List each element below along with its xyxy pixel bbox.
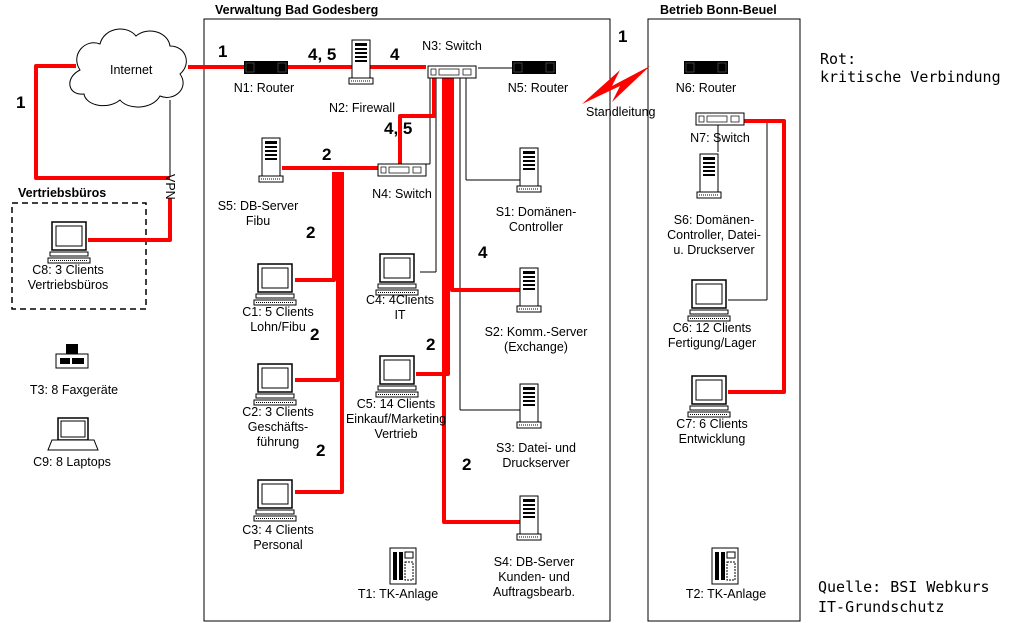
switch-icon [427, 65, 477, 79]
node-label-c5: Einkauf/Marketing [346, 412, 446, 426]
link-number: 2 [322, 145, 331, 164]
client-pc-icon [253, 263, 297, 306]
link-number: 4, 5 [308, 45, 336, 64]
node-label-s4: Auftragsbearb. [493, 585, 575, 599]
node-label-s4: S4: DB-Server [494, 555, 575, 569]
client-pc-icon [47, 221, 91, 264]
server-icon [516, 383, 542, 429]
internet-cloud-icon [69, 28, 187, 108]
critical-links [34, 64, 786, 524]
link-number: 4, 5 [384, 119, 412, 138]
node-label-s6: u. Druckserver [673, 243, 754, 257]
link-number: 1 [16, 93, 25, 112]
node-label-s5: Fibu [246, 214, 270, 228]
node-label-c6: Fertigung/Lager [668, 336, 756, 350]
node-label-c4: C4: 4Clients [366, 293, 434, 307]
link-number: 2 [426, 335, 435, 354]
node-label-s5: S5: DB-Server [218, 199, 299, 213]
client-pc-icon [687, 375, 731, 418]
client-pc-icon [375, 253, 419, 296]
link-number: 2 [310, 325, 319, 344]
switch-icon [695, 112, 745, 126]
sales-office-title: Vertriebsbüros [18, 186, 106, 200]
node-label-s3: Druckserver [502, 456, 569, 470]
node-label-t3: T3: 8 Faxgeräte [30, 383, 118, 397]
node-label-c5: Vertrieb [374, 427, 417, 441]
node-label-n4: N4: Switch [372, 187, 432, 201]
main-site-title: Verwaltung Bad Godesberg [215, 3, 378, 17]
node-label-c1: Lohn/Fibu [250, 320, 306, 334]
node-label-s1: Controller [509, 220, 563, 234]
router-icon [511, 60, 557, 75]
node-label-n2: N2: Firewall [329, 101, 395, 115]
standleitung-label: Standleitung [586, 105, 656, 119]
internet-label: Internet [110, 63, 153, 77]
link-number: 4 [478, 243, 488, 262]
client-pc-icon [253, 479, 297, 522]
node-label-c8: Vertriebsbüros [28, 278, 109, 292]
branch-site-box [647, 18, 801, 622]
link-number: 1 [218, 42, 227, 61]
node-label-c2: führung [257, 435, 299, 449]
source-line-1: Quelle: BSI Webkurs [818, 578, 990, 596]
server-icon [696, 153, 722, 199]
standleitung-bolt-icon [582, 66, 650, 104]
server-icon [516, 147, 542, 193]
node-label-s2: S2: Komm.-Server [485, 325, 588, 339]
laptop-icon [47, 417, 99, 451]
legend-text: kritische Verbindung [820, 68, 1001, 86]
node-label-c6: C6: 12 Clients [673, 321, 752, 335]
node-label-c8: C8: 3 Clients [32, 263, 104, 277]
node-label-t2: T2: TK-Anlage [686, 587, 766, 601]
node-label-c2: C2: 3 Clients [242, 405, 314, 419]
node-label-s1: S1: Domänen- [496, 205, 577, 219]
node-label-c7: C7: 6 Clients [676, 417, 748, 431]
tk-system-icon [711, 547, 739, 585]
branch-site-title: Betrieb Bonn-Beuel [660, 3, 777, 17]
node-label-s6: Controller, Datei- [667, 228, 761, 242]
link-number: 1 [618, 27, 627, 46]
node-label-n1: N1: Router [234, 81, 294, 95]
node-label-c7: Entwicklung [679, 432, 746, 446]
node-label-n5: N5: Router [508, 81, 568, 95]
server-icon [258, 137, 284, 183]
node-labels: N1: Router N2: Firewall N3: Switch N4: Swit… [28, 39, 767, 601]
firewall-icon [348, 39, 374, 85]
fax-icon [55, 344, 89, 369]
tk-system-icon [389, 547, 417, 585]
router-icon [683, 60, 729, 75]
link-number: 2 [306, 223, 315, 242]
node-label-s4: Kunden- und [498, 570, 570, 584]
vpn-label: VPN [163, 174, 177, 200]
source-line-2: IT-Grundschutz [818, 598, 944, 616]
link-number: 4 [390, 45, 400, 64]
switch-icon [377, 163, 427, 177]
node-label-c1: C1: 5 Clients [242, 305, 314, 319]
node-label-n6: N6: Router [676, 81, 736, 95]
node-label-s2: (Exchange) [504, 340, 568, 354]
node-label-c3: Personal [253, 538, 302, 552]
node-label-c4: IT [394, 308, 405, 322]
router-icon [243, 60, 289, 75]
node-label-c9: C9: 8 Laptops [33, 455, 111, 469]
client-pc-icon [253, 363, 297, 406]
node-label-t1: T1: TK-Anlage [358, 587, 438, 601]
client-pc-icon [687, 279, 731, 322]
node-label-n3: N3: Switch [422, 39, 482, 53]
server-icon [516, 267, 542, 313]
node-label-n7: N7: Switch [690, 131, 750, 145]
node-label-c5: C5: 14 Clients [357, 397, 436, 411]
node-label-c3: C3: 4 Clients [242, 523, 314, 537]
server-icon [516, 495, 542, 541]
link-number: 2 [462, 455, 471, 474]
link-number: 2 [316, 441, 325, 460]
main-site-box [203, 18, 611, 622]
legend-title: Rot: [820, 50, 856, 68]
node-label-s3: S3: Datei- und [496, 441, 576, 455]
node-label-c2: Geschäfts- [248, 420, 308, 434]
client-pc-icon [375, 355, 419, 398]
node-label-s6: S6: Domänen- [674, 213, 755, 227]
